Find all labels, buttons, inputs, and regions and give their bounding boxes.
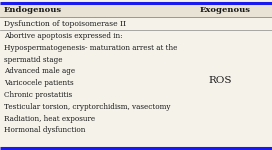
Bar [0,3,272,17]
Text: Dysfunction of topoisomerase II: Dysfunction of topoisomerase II [4,20,126,28]
Text: Chronic prostatitis: Chronic prostatitis [4,91,72,99]
Text: Hormonal dysfunction: Hormonal dysfunction [4,126,85,134]
Text: Testicular torsion, cryptorchidism, vasectomy: Testicular torsion, cryptorchidism, vase… [4,103,171,111]
Text: Abortive apoptosis expressed in:: Abortive apoptosis expressed in: [4,32,123,40]
Text: Advanced male age: Advanced male age [4,67,75,75]
Text: Hypospermatogenesis- maturation arrest at the: Hypospermatogenesis- maturation arrest a… [4,44,177,52]
Text: Endogenous: Endogenous [4,6,62,14]
Text: spermatid stage: spermatid stage [4,56,63,64]
Text: Exogenous: Exogenous [200,6,251,14]
Text: ROS: ROS [208,76,231,85]
Text: Varicocele patients: Varicocele patients [4,79,74,87]
Text: Radiation, heat exposure: Radiation, heat exposure [4,115,95,123]
